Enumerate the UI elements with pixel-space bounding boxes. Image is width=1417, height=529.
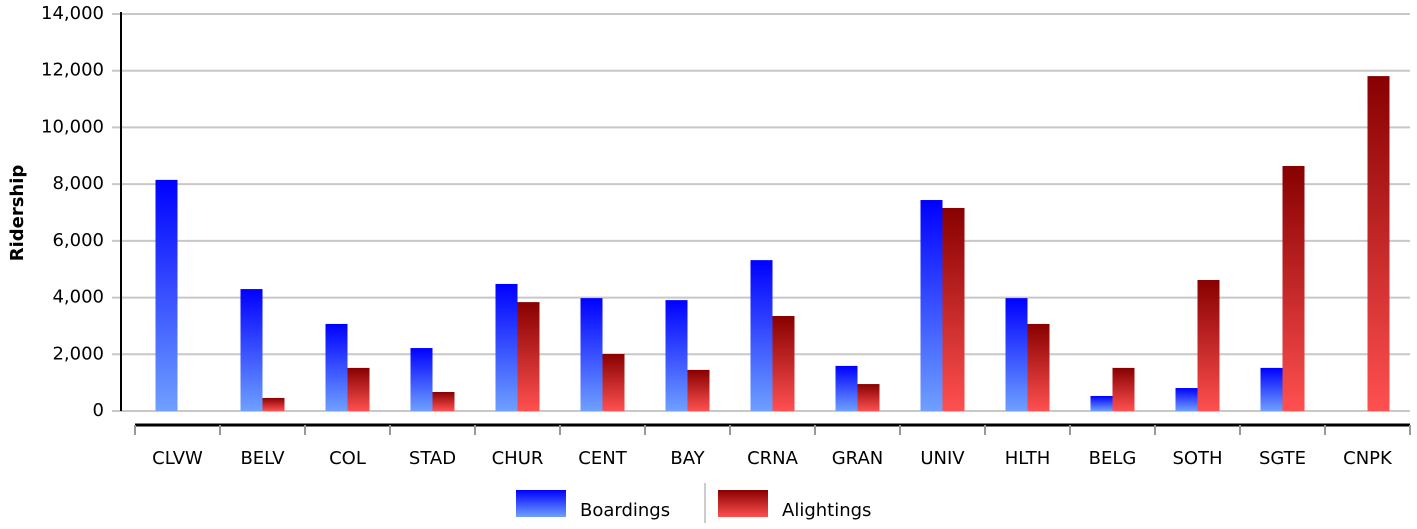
y-tick-label: 8,000 bbox=[52, 173, 104, 194]
bar bbox=[517, 302, 540, 411]
y-tick-label: 0 bbox=[93, 400, 104, 421]
x-tick-label: COL bbox=[329, 448, 366, 469]
x-tick-label: CNPK bbox=[1343, 448, 1393, 469]
bar bbox=[665, 300, 688, 411]
bar bbox=[1282, 165, 1305, 411]
bar bbox=[1175, 388, 1198, 411]
x-tick-label: GRAN bbox=[832, 448, 884, 469]
bar bbox=[750, 260, 773, 411]
x-tick-label: BAY bbox=[670, 448, 705, 469]
legend-label: Boardings bbox=[580, 500, 670, 521]
legend-swatch bbox=[516, 490, 566, 517]
bar bbox=[155, 179, 178, 411]
x-tick-label: SGTE bbox=[1259, 448, 1306, 469]
bar bbox=[687, 369, 710, 411]
bar bbox=[410, 348, 433, 411]
y-tick-label: 14,000 bbox=[41, 3, 104, 24]
x-tick-label: STAD bbox=[409, 448, 456, 469]
bar bbox=[1112, 367, 1135, 411]
y-tick-label: 10,000 bbox=[41, 116, 104, 137]
bar bbox=[495, 283, 518, 411]
bar bbox=[262, 397, 285, 411]
bar bbox=[772, 316, 795, 411]
x-tick-label: SOTH bbox=[1172, 448, 1222, 469]
x-tick-label: CLVW bbox=[152, 448, 203, 469]
y-tick-label: 6,000 bbox=[52, 230, 104, 251]
x-tick-label: BELV bbox=[240, 448, 285, 469]
bar bbox=[1027, 323, 1050, 411]
bar bbox=[1005, 298, 1028, 411]
bar bbox=[1260, 367, 1283, 411]
bar bbox=[325, 323, 348, 411]
y-axis-label: Ridership bbox=[7, 165, 28, 262]
bar bbox=[920, 200, 943, 411]
x-tick-label: HLTH bbox=[1005, 448, 1051, 469]
x-tick-label: BELG bbox=[1089, 448, 1137, 469]
bar bbox=[1090, 395, 1113, 411]
bar bbox=[432, 392, 455, 411]
bar bbox=[240, 289, 263, 411]
x-tick-label: CRNA bbox=[747, 448, 799, 469]
y-tick-label: 12,000 bbox=[41, 60, 104, 81]
y-tick-label: 2,000 bbox=[52, 343, 104, 364]
legend-swatch bbox=[718, 490, 768, 517]
bar bbox=[857, 384, 880, 411]
bar bbox=[1367, 76, 1390, 411]
bar bbox=[1197, 279, 1220, 411]
bar bbox=[602, 354, 625, 411]
bar bbox=[835, 365, 858, 411]
legend-label: Alightings bbox=[782, 500, 871, 521]
x-tick-label: UNIV bbox=[920, 448, 965, 469]
y-tick-label: 4,000 bbox=[52, 287, 104, 308]
bar bbox=[347, 367, 370, 411]
bar bbox=[580, 298, 603, 411]
x-tick-label: CHUR bbox=[492, 448, 544, 469]
bar bbox=[942, 207, 965, 411]
x-tick-label: CENT bbox=[578, 448, 627, 469]
